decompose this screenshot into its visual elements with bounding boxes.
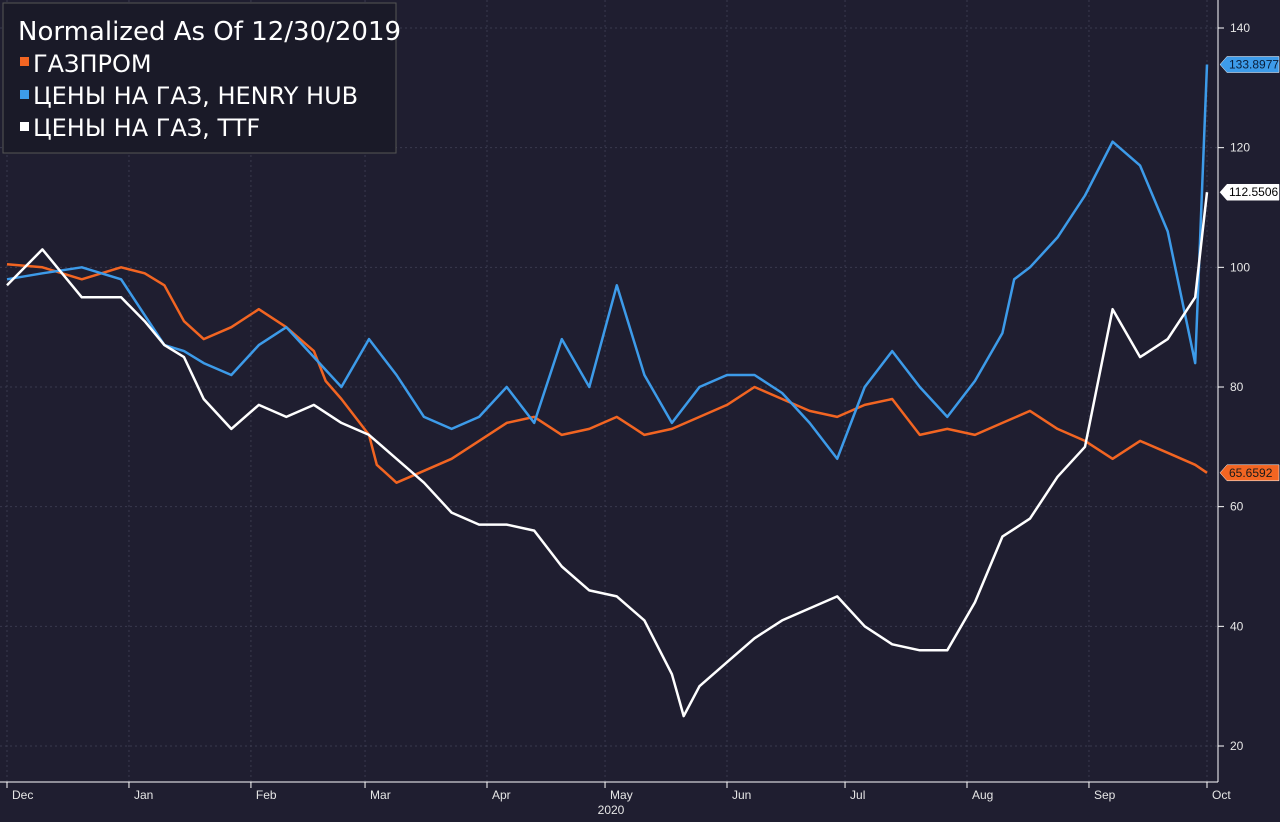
x-tick-label: May [610,788,633,802]
series-line-1 [6,64,1209,461]
y-tick-label: 60 [1230,500,1244,514]
last-value-badge-0: 65.6592 [1219,464,1280,482]
x-tick-label: Mar [370,788,391,802]
x-tick-label: Jan [134,788,153,802]
y-tick-label: 20 [1230,739,1244,753]
x-tick-label: Dec [12,788,33,802]
x-tick-label: Jun [732,788,751,802]
x-tick-label: Feb [256,788,277,802]
badge-shape [1219,464,1280,482]
legend-swatch-ttf [20,122,29,131]
y-tick-label: 120 [1230,141,1250,155]
last-value-badge-2: 112.5506 [1219,183,1280,201]
badge-value: 133.8977 [1229,58,1279,72]
x-tick-label: Oct [1212,788,1231,802]
badge-shape [1219,183,1280,201]
last-value-badge-1: 133.8977 [1219,56,1280,73]
y-tick-label: 80 [1230,380,1244,394]
y-tick-label: 100 [1230,260,1250,274]
series-line-2 [6,192,1209,718]
x-tick-label: Sep [1094,788,1116,802]
legend-box [2,2,397,154]
series-line-0 [6,263,1208,484]
x-tick-label: Jul [850,788,865,802]
badge-shape [1219,56,1280,73]
badge-value: 65.6592 [1229,466,1273,480]
x-tick-label: Aug [972,788,993,802]
legend-label-henry-hub: ЦЕНЫ НА ГАЗ, HENRY HUB [33,82,358,110]
x-axis-title: 2020 [598,803,625,817]
legend-swatch-gazprom [20,57,29,66]
y-tick-label: 40 [1230,619,1244,633]
legend-label-ttf: ЦЕНЫ НА ГАЗ, TTF [33,114,260,142]
chart-title: Normalized As Of 12/30/2019 [18,17,401,47]
legend: Normalized As Of 12/30/2019 ГАЗПРОМ ЦЕНЫ… [2,2,401,154]
x-tick-label: Apr [492,788,511,802]
legend-label-gazprom: ГАЗПРОМ [33,50,152,78]
y-tick-label: 140 [1230,21,1250,35]
badge-value: 112.5506 [1229,185,1278,199]
legend-swatch-henry-hub [20,90,29,99]
